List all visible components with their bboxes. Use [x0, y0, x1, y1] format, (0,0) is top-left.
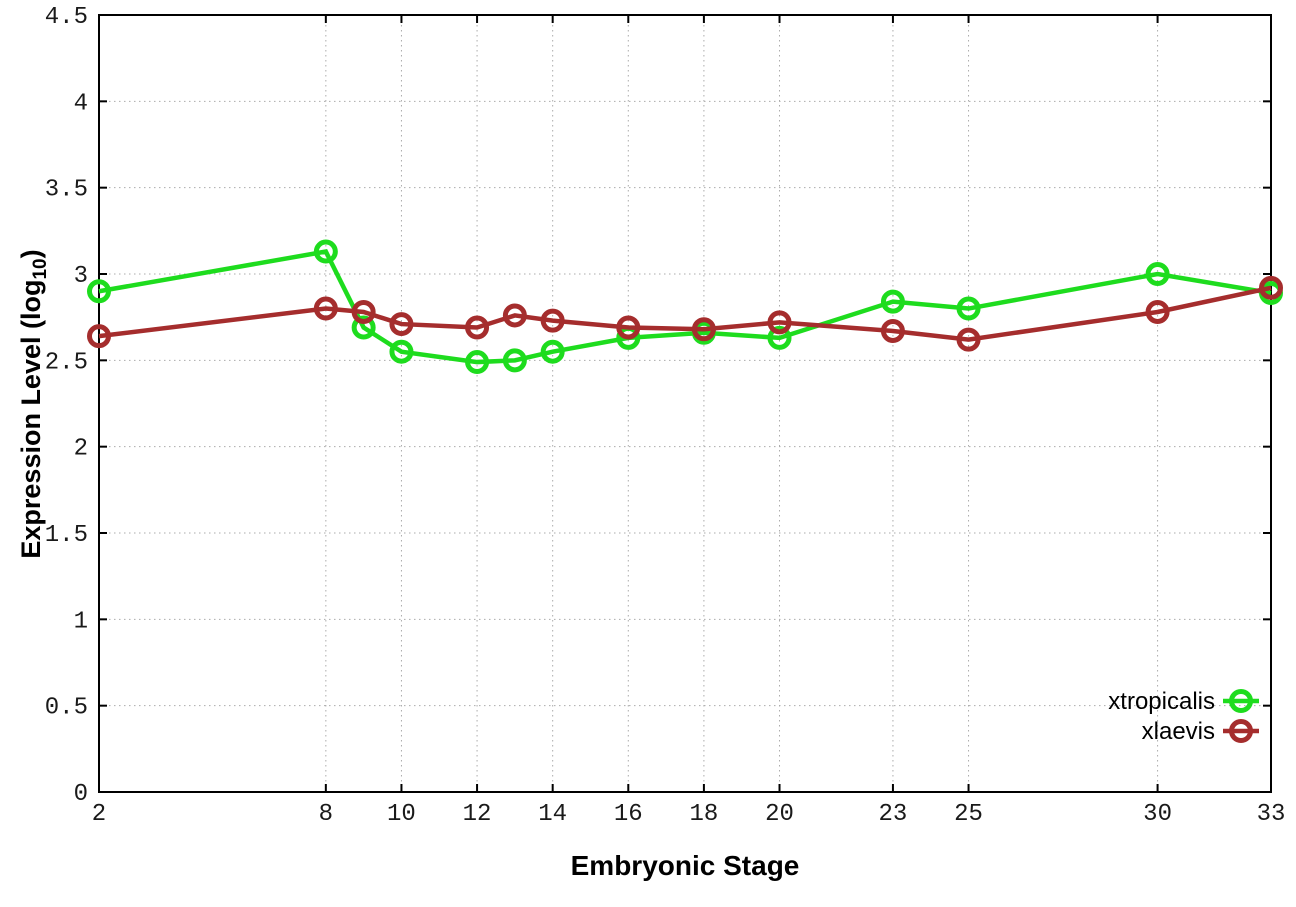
y-tick-label: 2.5: [45, 349, 88, 376]
data-point-xlaevis: [767, 310, 792, 335]
y-tick-label: 3: [74, 263, 88, 290]
plot-border: [98, 14, 1272, 793]
y-tick-label: 4.5: [45, 4, 88, 31]
x-tick-label: 23: [879, 801, 908, 828]
x-tick-label: 25: [954, 801, 983, 828]
x-tick-label: 12: [463, 801, 492, 828]
data-point-xtropicalis: [540, 339, 565, 364]
y-tick-label: 4: [74, 90, 88, 117]
x-tick-label: 18: [689, 801, 718, 828]
series-line-xtropicalis: [98, 249, 1272, 365]
data-point-xlaevis: [691, 317, 716, 342]
data-point-xlaevis: [540, 308, 565, 333]
series-line-xlaevis: [98, 285, 1272, 342]
data-point-xtropicalis: [351, 315, 376, 340]
y-axis-title-text: Expression Level (log: [15, 279, 46, 559]
data-point-xtropicalis: [87, 279, 111, 304]
y-tick-label: 3.5: [45, 177, 88, 204]
data-point-xtropicalis: [389, 339, 414, 364]
x-tick-label: 16: [614, 801, 643, 828]
data-point-xlaevis: [502, 303, 527, 328]
x-tick-label: 8: [319, 801, 333, 828]
y-tick-label: 1: [74, 608, 88, 635]
data-point-xtropicalis: [313, 239, 338, 264]
data-point-xtropicalis: [767, 325, 792, 350]
y-tick-label: 0.5: [45, 695, 88, 722]
y-axis-title: Expression Level (log10): [16, 249, 52, 558]
x-axis-title: Embryonic Stage: [570, 850, 800, 881]
data-point-xlaevis: [389, 312, 414, 337]
data-point-xlaevis: [313, 296, 338, 321]
data-point-xlaevis: [1145, 299, 1170, 324]
x-tick-label: 33: [1257, 801, 1286, 828]
data-point-xtropicalis: [502, 348, 527, 373]
legend-label-xlaevis: xlaevis: [1142, 718, 1215, 745]
x-tick-label: 2: [92, 801, 106, 828]
x-tick-label: 10: [387, 801, 416, 828]
legend-sample-marker-xtropicalis: [1229, 689, 1253, 713]
data-point-xtropicalis: [465, 350, 490, 375]
data-point-xtropicalis: [956, 296, 981, 321]
data-point-xlaevis: [956, 327, 981, 352]
data-point-xlaevis: [1259, 275, 1283, 300]
legend-label-xtropicalis: xtropicalis: [1108, 688, 1215, 715]
data-point-xlaevis: [880, 318, 905, 343]
data-point-xlaevis: [465, 315, 490, 340]
legend-sample-marker-xlaevis: [1229, 719, 1253, 743]
y-tick-label: 0: [74, 781, 88, 808]
x-tick-label: 30: [1143, 801, 1172, 828]
y-tick-label: 1.5: [45, 522, 88, 549]
y-axis-title-close: ): [15, 249, 46, 259]
data-point-xlaevis: [351, 299, 376, 324]
data-point-xtropicalis: [1145, 262, 1170, 286]
y-axis-title-subscript: 10: [30, 258, 52, 280]
data-point-xlaevis: [616, 315, 641, 340]
y-tick-label: 2: [74, 436, 88, 463]
data-point-xtropicalis: [880, 289, 905, 314]
x-tick-label: 20: [765, 801, 794, 828]
data-point-xlaevis: [87, 324, 111, 349]
x-tick-label: 14: [538, 801, 567, 828]
